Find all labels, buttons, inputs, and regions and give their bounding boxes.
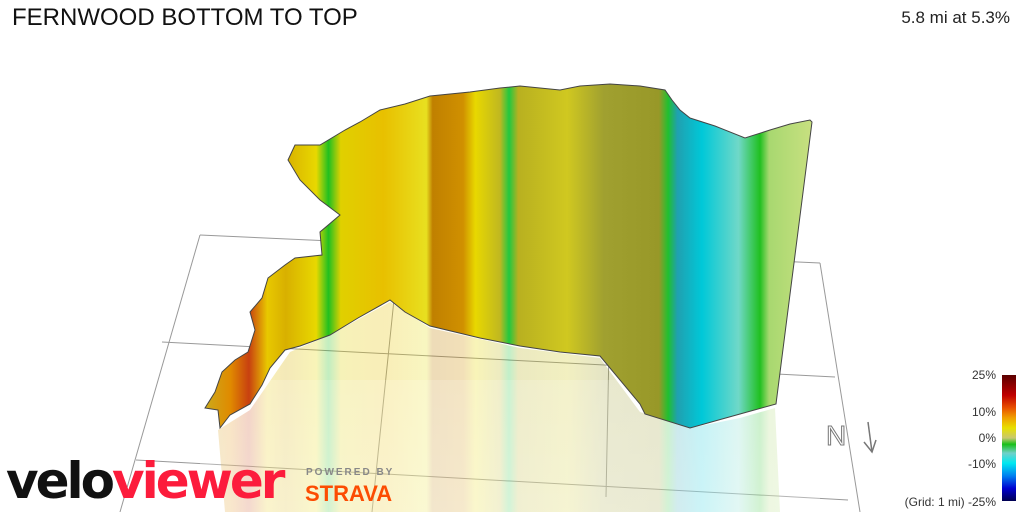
grid-note: (Grid: 1 mi) — [904, 495, 965, 509]
veloviewer-logo[interactable]: veloviewer — [6, 452, 285, 510]
legend-label-0: 0% — [978, 431, 996, 445]
logo-viewer: viewer — [112, 452, 285, 510]
elevation-wall[interactable] — [204, 83, 813, 430]
legend-min-value: -25% — [967, 495, 996, 509]
compass-label: N — [826, 420, 846, 451]
route-stats: 5.8 mi at 5.3% — [901, 8, 1010, 27]
powered-by-label: POWERED BY — [306, 467, 395, 478]
route-title: FERNWOOD BOTTOM TO TOP — [12, 4, 358, 31]
legend-label-neg10: -10% — [967, 457, 996, 471]
strava-logo[interactable]: STRAVA — [305, 481, 393, 506]
legend-label-max: 25% — [971, 368, 996, 382]
legend-label-min: (Grid: 1 mi) -25% — [905, 495, 996, 509]
logo-velo: velo — [6, 452, 115, 510]
legend-color-bar — [1002, 375, 1016, 501]
north-arrow-icon: N — [826, 420, 877, 454]
legend-label-10: 10% — [971, 405, 996, 419]
